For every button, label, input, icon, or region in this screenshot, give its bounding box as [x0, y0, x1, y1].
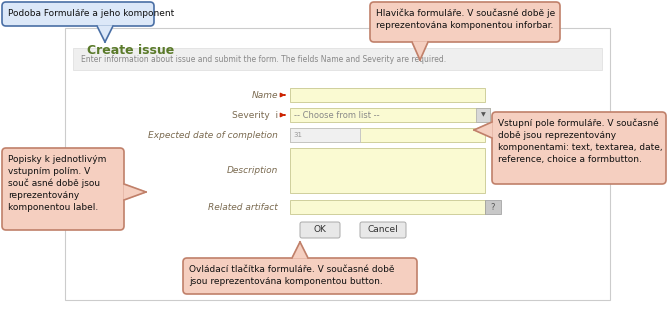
Text: Create issue: Create issue: [87, 44, 174, 56]
Bar: [290, 128, 485, 142]
FancyBboxPatch shape: [360, 222, 406, 238]
Text: Name: Name: [251, 90, 278, 100]
FancyBboxPatch shape: [2, 148, 124, 230]
Text: Description: Description: [226, 166, 278, 175]
Bar: [290, 108, 490, 122]
Text: 31: 31: [293, 132, 302, 138]
Text: Cancel: Cancel: [368, 225, 399, 235]
Bar: [290, 148, 485, 193]
Bar: [485, 200, 501, 214]
Text: Severity  i: Severity i: [232, 111, 278, 119]
Bar: [65, 28, 610, 300]
FancyBboxPatch shape: [2, 2, 154, 26]
FancyBboxPatch shape: [370, 2, 560, 42]
Bar: [73, 48, 602, 70]
Text: Podoba Formuláře a jeho komponent: Podoba Formuláře a jeho komponent: [8, 9, 174, 18]
Text: ?: ?: [490, 203, 495, 212]
Bar: [290, 88, 485, 102]
Polygon shape: [124, 184, 146, 200]
Polygon shape: [97, 26, 113, 42]
FancyBboxPatch shape: [492, 112, 666, 184]
Bar: [290, 200, 485, 214]
Text: Vstupní pole formuláře. V současné
době jsou reprezentovány
komponentami: text, : Vstupní pole formuláře. V současné době …: [498, 119, 663, 164]
FancyBboxPatch shape: [183, 258, 417, 294]
Text: Enter information about issue and submit the form. The fields Name and Severity : Enter information about issue and submit…: [81, 54, 446, 63]
Text: Expected date of completion: Expected date of completion: [148, 130, 278, 140]
FancyBboxPatch shape: [300, 222, 340, 238]
Polygon shape: [474, 122, 492, 138]
Text: Related artifact: Related artifact: [208, 203, 278, 212]
Text: OK: OK: [314, 225, 326, 235]
Polygon shape: [412, 42, 428, 60]
Text: Ovládací tlačítka formuláře. V současné době
jsou reprezentována komponentou but: Ovládací tlačítka formuláře. V současné …: [189, 265, 395, 286]
Text: Popisky k jednotlivým
vstupním polím. V
souč asné době jsou
reprezentovány
kompo: Popisky k jednotlivým vstupním polím. V …: [8, 155, 107, 212]
Bar: [290, 128, 360, 142]
Polygon shape: [292, 242, 308, 258]
Text: -- Choose from list --: -- Choose from list --: [294, 111, 380, 119]
Text: ▼: ▼: [480, 113, 485, 117]
Text: Hlavička formuláře. V současné době je
reprezentována komponentou inforbar.: Hlavička formuláře. V současné době je r…: [376, 9, 555, 30]
Bar: [476, 108, 490, 122]
